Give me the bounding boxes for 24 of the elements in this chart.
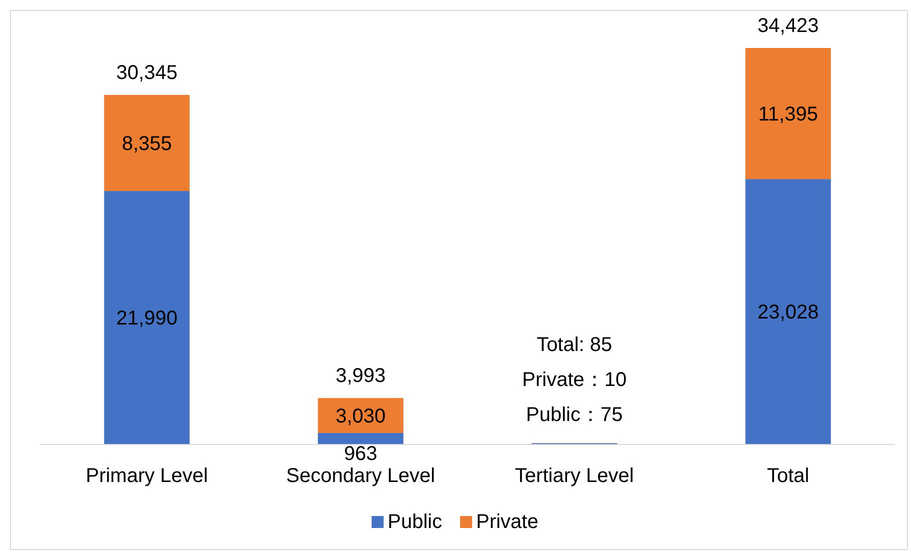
annotation: Total: 85	[536, 334, 612, 356]
data-label: 11,395	[758, 104, 818, 126]
data-label: 21,990	[116, 308, 178, 330]
bar	[745, 179, 831, 444]
data-label: 8,355	[122, 132, 172, 155]
data-label: 23,028	[758, 302, 819, 324]
annotation: Private：10	[522, 369, 627, 392]
bar	[318, 432, 404, 444]
bar	[318, 398, 404, 433]
total-label: 3,993	[336, 365, 386, 388]
total-label: 34,423	[758, 15, 819, 37]
x-tick-label: Tertiary Level	[514, 465, 634, 487]
data-label: 3,030	[336, 405, 386, 428]
bar	[745, 48, 831, 180]
data-label: 963	[344, 443, 378, 465]
x-tick-label: Secondary Level	[286, 465, 436, 487]
total-label: 30,345	[116, 62, 178, 84]
bar	[104, 94, 190, 192]
legend-label: Private	[476, 511, 538, 533]
annotation: Public：75	[526, 404, 623, 426]
legend-label: Public	[388, 511, 442, 533]
x-tick-label: Total	[767, 465, 810, 487]
bar	[104, 191, 190, 444]
x-tick-label: Primary Level	[86, 465, 208, 487]
